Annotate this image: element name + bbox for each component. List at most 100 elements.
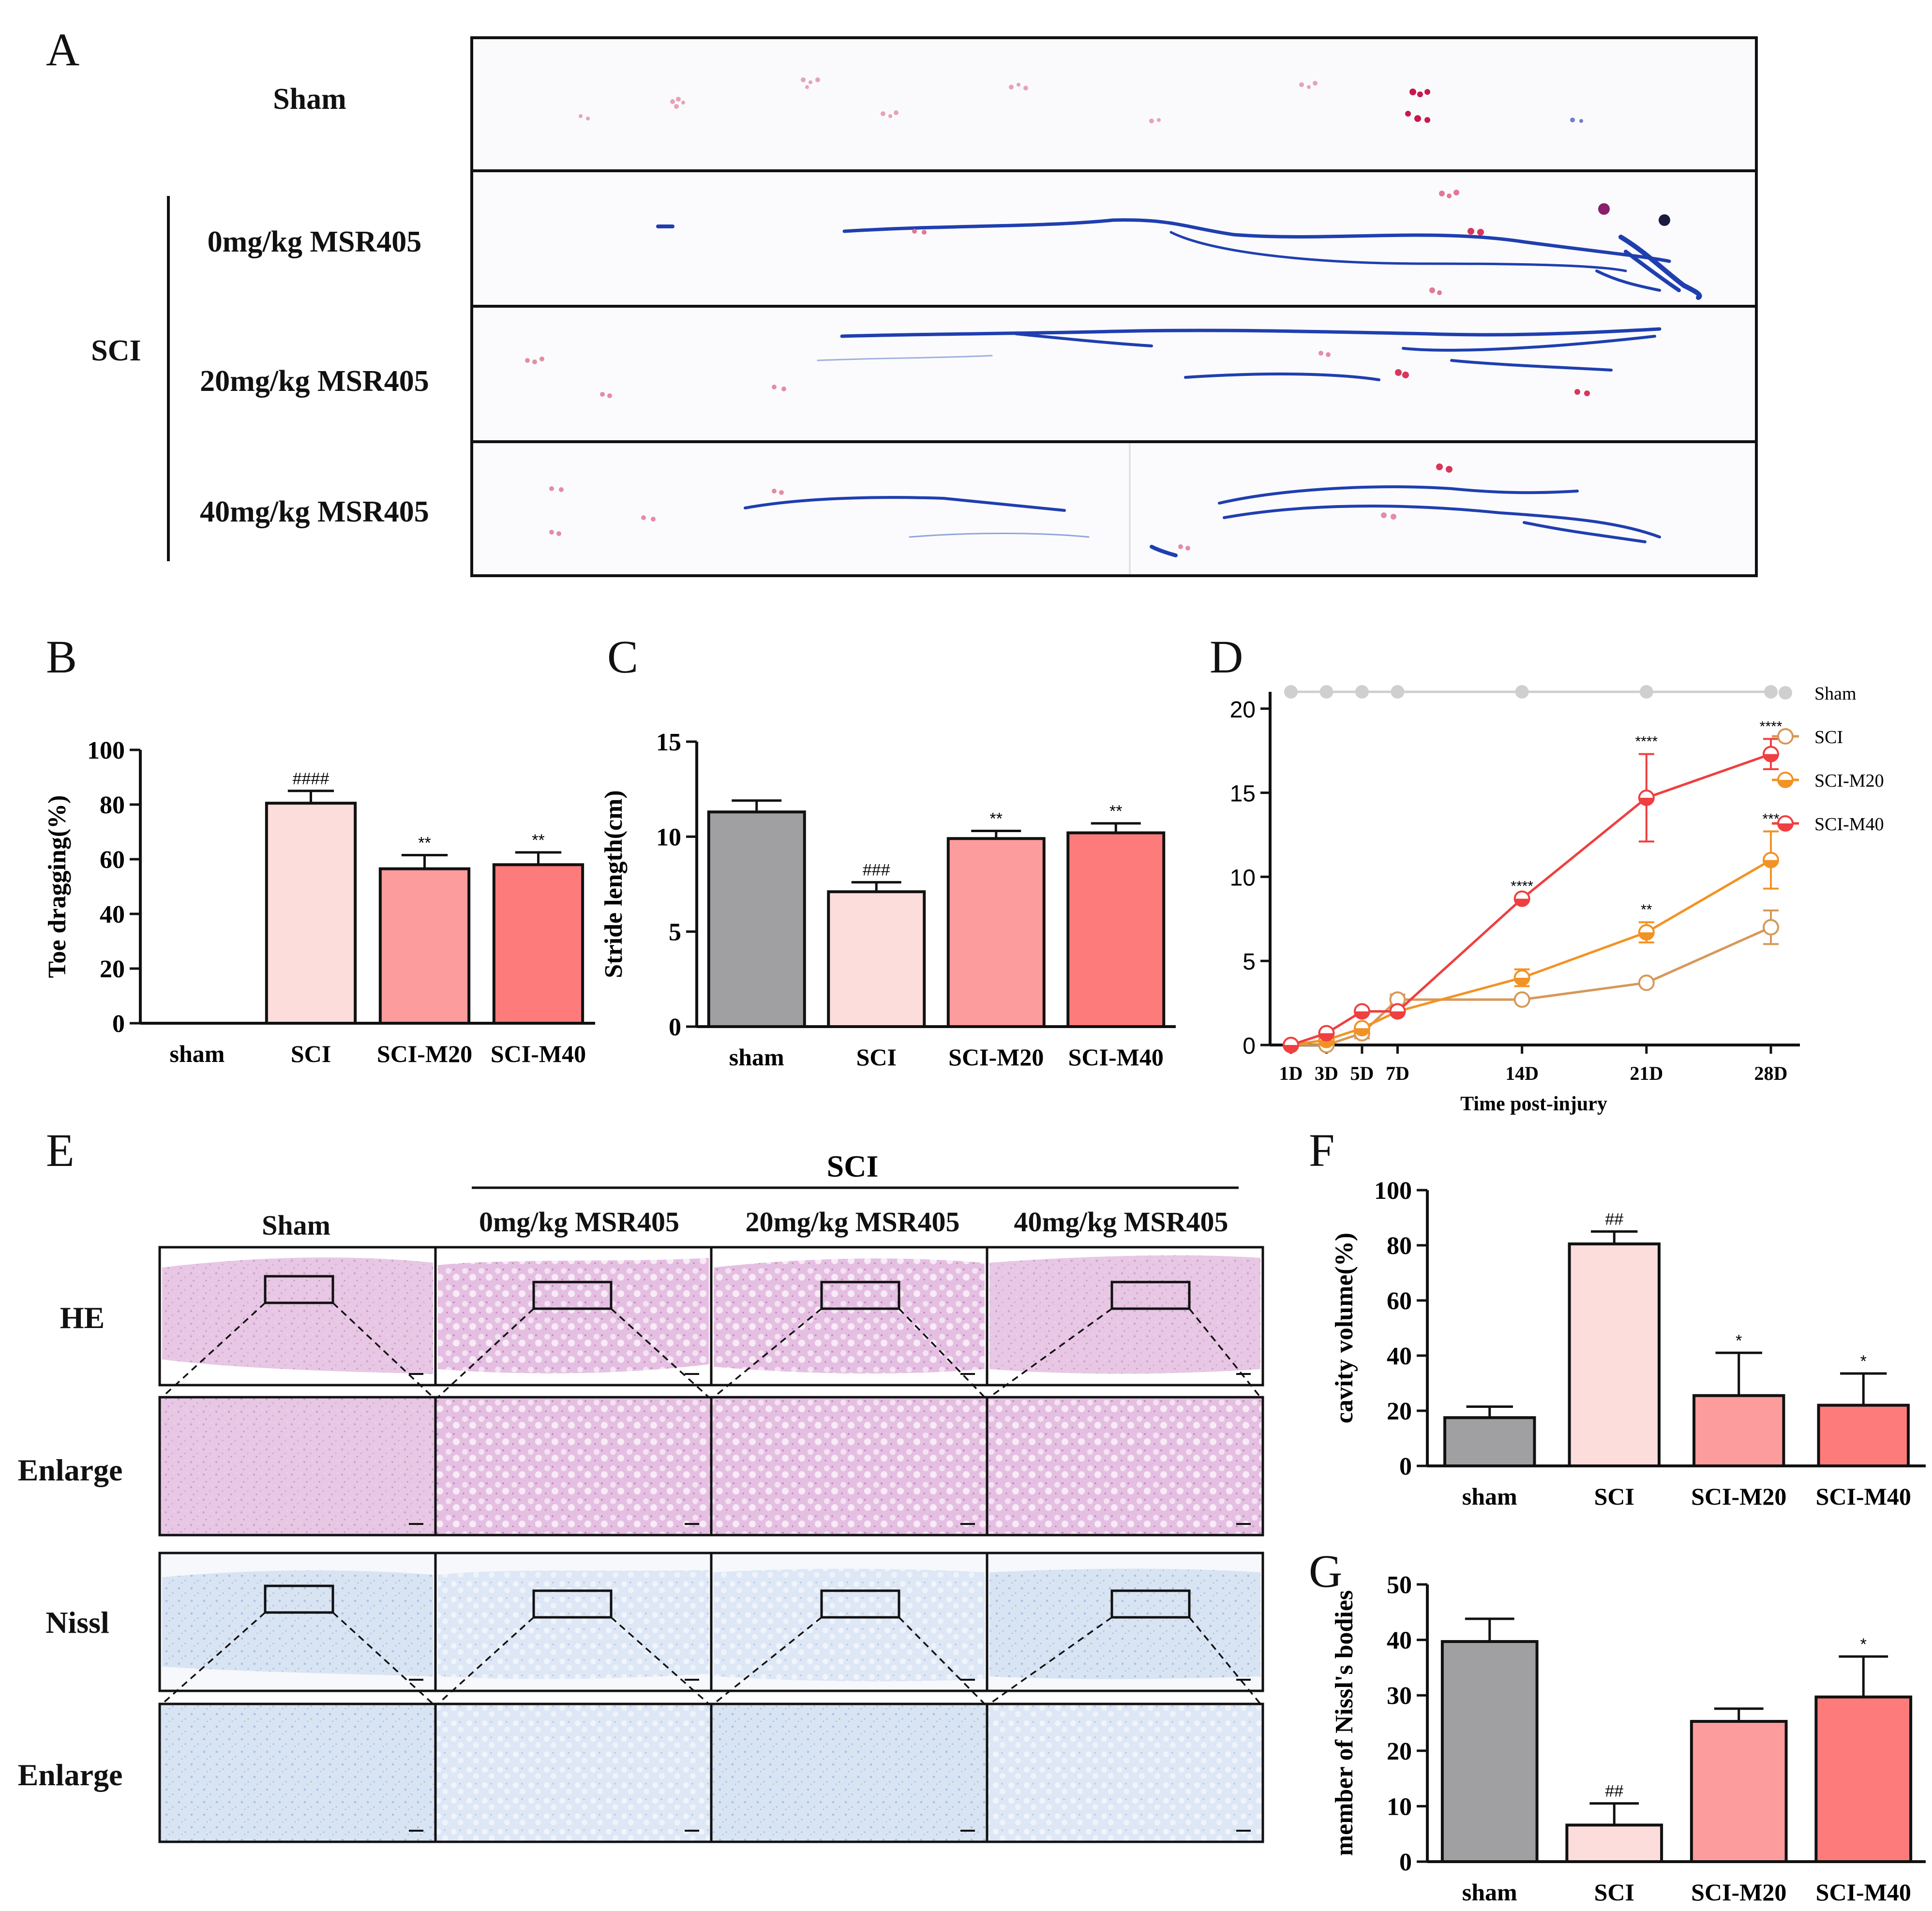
y-tick-label: 40 <box>1387 1627 1412 1655</box>
data-point <box>1355 685 1369 699</box>
significance-label: ** <box>418 834 431 852</box>
y-tick-label: 20 <box>1387 1738 1412 1765</box>
bar-sci <box>1568 1242 1661 1467</box>
data-point <box>1638 974 1655 991</box>
significance-label: #### <box>293 770 329 788</box>
x-tick-label: SCI <box>1594 1483 1634 1510</box>
data-point <box>1763 919 1779 936</box>
data-point <box>1319 685 1333 699</box>
y-axis-label: Toe dragging(%) <box>44 795 71 978</box>
panel-e-row-label-enlarge-he: Enlarge <box>18 1453 123 1487</box>
series-line-sci-m40 <box>1290 753 1771 1046</box>
panel-e-col-label-0mg: 0mg/kg MSR405 <box>479 1206 679 1238</box>
x-tick-label: SCI-M40 <box>491 1040 586 1067</box>
x-tick-label: 14D <box>1505 1062 1539 1084</box>
data-point <box>1639 685 1653 699</box>
x-tick-label: SCI-M40 <box>1068 1044 1164 1071</box>
y-tick-label: 60 <box>1387 1287 1412 1315</box>
y-tick-label: 0 <box>1399 1849 1412 1876</box>
bar-sci-m40 <box>1814 1695 1913 1863</box>
footprints-20mg <box>525 351 1590 398</box>
y-tick-label: 10 <box>1387 1793 1412 1821</box>
data-point <box>1764 685 1778 699</box>
y-tick-label: 40 <box>100 901 125 928</box>
significance-label: ** <box>1641 902 1652 918</box>
y-tick-label: 15 <box>1230 781 1256 807</box>
y-tick-label: 20 <box>1387 1398 1412 1425</box>
panel-letter-c: C <box>607 631 638 683</box>
legend-marker-fill <box>1778 780 1793 787</box>
data-point-fill <box>1514 898 1529 906</box>
he-0mg-roi-box <box>532 1281 613 1310</box>
data-point-fill <box>1514 977 1529 985</box>
data-point-fill <box>1354 1011 1369 1019</box>
data-point-fill <box>1319 1040 1334 1047</box>
data-point-fill <box>1284 1045 1298 1052</box>
significance-label: **** <box>1511 879 1533 895</box>
x-tick-label: 5D <box>1350 1062 1374 1084</box>
significance-label: * <box>1860 1635 1867 1654</box>
footprints-sham <box>579 77 1583 123</box>
panel-letter-f: F <box>1309 1124 1334 1176</box>
y-tick-label: 50 <box>1387 1571 1412 1599</box>
significance-label: ** <box>990 810 1003 828</box>
panel-a-row-label-20mg: 20mg/kg MSR405 <box>200 365 429 398</box>
bar-sham <box>707 810 806 1028</box>
he-enlarge-row <box>158 1396 1264 1537</box>
y-tick-label: 5 <box>669 919 681 946</box>
legend-label: Sham <box>1814 684 1857 704</box>
panel-letter-b: B <box>46 631 77 683</box>
significance-label: * <box>1860 1352 1867 1371</box>
he-40mg-roi-box <box>1110 1281 1191 1310</box>
he-zoom-connectors <box>161 1302 1261 1398</box>
data-point-fill <box>1764 860 1778 867</box>
significance-label: ## <box>1605 1210 1623 1229</box>
panel-e-group-label-sci: SCI <box>827 1149 879 1183</box>
drag-track-40mg <box>744 485 1661 557</box>
bar-sci-m20 <box>1692 1394 1785 1467</box>
data-point-fill <box>1354 1028 1369 1036</box>
y-tick-label: 0 <box>669 1014 681 1041</box>
panel-letter-a: A <box>46 24 79 75</box>
y-tick-label: 15 <box>656 729 681 756</box>
significance-label: * <box>1736 1331 1742 1350</box>
x-tick-label: 1D <box>1279 1062 1303 1084</box>
y-tick-label: 5 <box>1243 949 1256 975</box>
nissl-enlarge-row <box>158 1702 1264 1843</box>
data-point-fill <box>1319 1033 1334 1041</box>
footprints-0mg <box>912 190 1670 295</box>
legend-label: SCI-M40 <box>1814 814 1884 835</box>
chart-nissl-bodies: 0 10 20 30 40 50 member of Nissl's bodies sham #… <box>1331 1571 1926 1906</box>
significance-label: *** <box>1762 811 1779 827</box>
x-tick-label: SCI-M20 <box>1691 1879 1786 1906</box>
bar-sci-m20 <box>946 837 1046 1028</box>
panel-a-row-label-40mg: 40mg/kg MSR405 <box>200 495 429 528</box>
chart-stride-length: 0 5 10 15 Stride length(cm) sham ### SCI ** SCI-M… <box>600 729 1176 1071</box>
track-20mg <box>470 305 1758 443</box>
panel-e-col-label-20mg: 20mg/kg MSR405 <box>745 1206 959 1238</box>
y-axis-label: member of Nissl's bodies <box>1331 1590 1358 1856</box>
y-axis-label: cavity volume(%) <box>1331 1233 1358 1423</box>
he-0mg-enlarged <box>434 1396 713 1537</box>
bar-sham <box>1440 1640 1539 1864</box>
nissl-sham-roi-box <box>264 1584 334 1614</box>
panel-letter-d: D <box>1210 631 1243 683</box>
data-point <box>1391 685 1405 699</box>
nissl-0mg-roi-box <box>532 1589 613 1619</box>
track-40mg <box>470 440 1758 577</box>
significance-label: ## <box>1605 1782 1623 1801</box>
nissl-sham-enlarged <box>158 1702 437 1843</box>
drag-track-20mg <box>817 327 1662 381</box>
bar-sci-m20 <box>378 867 471 1025</box>
significance-label: ** <box>532 831 544 850</box>
he-sham-enlarged <box>158 1396 437 1537</box>
panel-a-row-label-sham: Sham <box>273 83 346 116</box>
bar-sci <box>265 802 357 1025</box>
x-tick-label: SCI-M20 <box>948 1044 1044 1071</box>
nissl-20mg-enlarged <box>710 1702 988 1843</box>
x-tick-label: SCI <box>1594 1879 1634 1906</box>
significance-label: ### <box>863 861 890 880</box>
he-40mg-enlarged <box>986 1396 1264 1537</box>
data-point <box>1284 685 1298 699</box>
